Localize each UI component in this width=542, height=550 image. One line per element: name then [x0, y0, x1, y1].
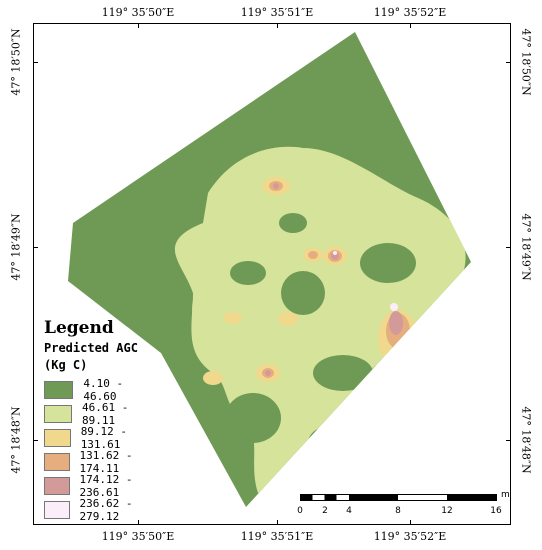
legend-label: 236.62 - 279.12: [79, 497, 133, 523]
legend-label: 89.12 - 131.61: [80, 425, 128, 451]
tick-left-2: [33, 247, 38, 248]
tick-top-1: [138, 23, 139, 28]
coord-right-2: 47° 18′49″N: [519, 213, 533, 281]
coord-top-2: 119° 35′51″E: [240, 6, 314, 19]
legend-swatch: [44, 453, 70, 471]
tick-right-3: [506, 440, 511, 441]
legend-item: 46.61 - 89.11: [44, 401, 138, 427]
legend-item: 4.10 - 46.60: [44, 377, 138, 403]
coord-left-3: 47° 18′48″N: [9, 406, 23, 474]
coord-bottom-2: 119° 35′51″E: [240, 530, 314, 543]
scale-tick-label: 2: [322, 506, 328, 516]
legend-label: 46.61 - 89.11: [81, 401, 129, 427]
legend-rows: 4.10 - 46.60 46.61 - 89.11 89.12 - 131.6…: [44, 374, 138, 523]
legend-label: 4.10 - 46.60: [83, 377, 124, 403]
legend-subtitle: Predicted AGC (Kg C): [44, 340, 138, 374]
scale-tick-label: 8: [395, 506, 401, 516]
legend-item: 89.12 - 131.61: [44, 425, 138, 451]
legend-swatch: [44, 429, 71, 447]
legend-swatch: [44, 381, 74, 399]
legend-subtitle-line1: Predicted AGC: [44, 341, 138, 355]
legend-title: Legend: [44, 318, 114, 338]
coord-left-2: 47° 18′49″N: [9, 213, 23, 281]
coord-right-1: 47° 18′50″N: [519, 28, 533, 96]
tick-right-2: [506, 247, 511, 248]
legend-swatch: [44, 501, 70, 519]
tick-top-2: [277, 23, 278, 28]
tick-bottom-3: [410, 520, 411, 525]
tick-top-3: [410, 23, 411, 28]
scale-unit: m: [501, 490, 510, 500]
tick-bottom-2: [277, 520, 278, 525]
tick-left-1: [33, 62, 38, 63]
agc-raster-map: [68, 32, 471, 507]
scale-tick-label: 12: [441, 506, 453, 516]
coord-bottom-3: 119° 35′52″E: [373, 530, 447, 543]
legend: Legend Predicted AGC (Kg C) 4.10 - 46.60…: [44, 318, 138, 523]
legend-subtitle-line2: (Kg C): [44, 358, 88, 372]
class-5-patches: [265, 183, 403, 376]
legend-label: 131.62 - 174.11: [79, 449, 133, 475]
scale-tick-label: 16: [490, 506, 502, 516]
legend-item: 236.62 - 279.12: [44, 497, 138, 523]
legend-swatch: [44, 405, 72, 423]
coord-top-1: 119° 35′50″E: [101, 6, 175, 19]
scale-tick-label: 4: [346, 506, 352, 516]
legend-item: 174.12 - 236.61: [44, 473, 138, 499]
coord-top-3: 119° 35′52″E: [373, 6, 447, 19]
tick-left-3: [33, 440, 38, 441]
tick-bottom-1: [138, 520, 139, 525]
scale-bar-graphic: [300, 494, 497, 501]
coord-bottom-1: 119° 35′50″E: [101, 530, 175, 543]
tick-right-1: [506, 62, 511, 63]
legend-label: 174.12 - 236.61: [79, 473, 133, 499]
coord-left-1: 47° 18′50″N: [9, 28, 23, 96]
scale-tick-label: 0: [297, 506, 303, 516]
class-6-patches: [333, 251, 398, 311]
legend-item: 131.62 - 174.11: [44, 449, 138, 475]
legend-swatch: [44, 477, 70, 495]
coord-right-3: 47° 18′48″N: [519, 406, 533, 474]
